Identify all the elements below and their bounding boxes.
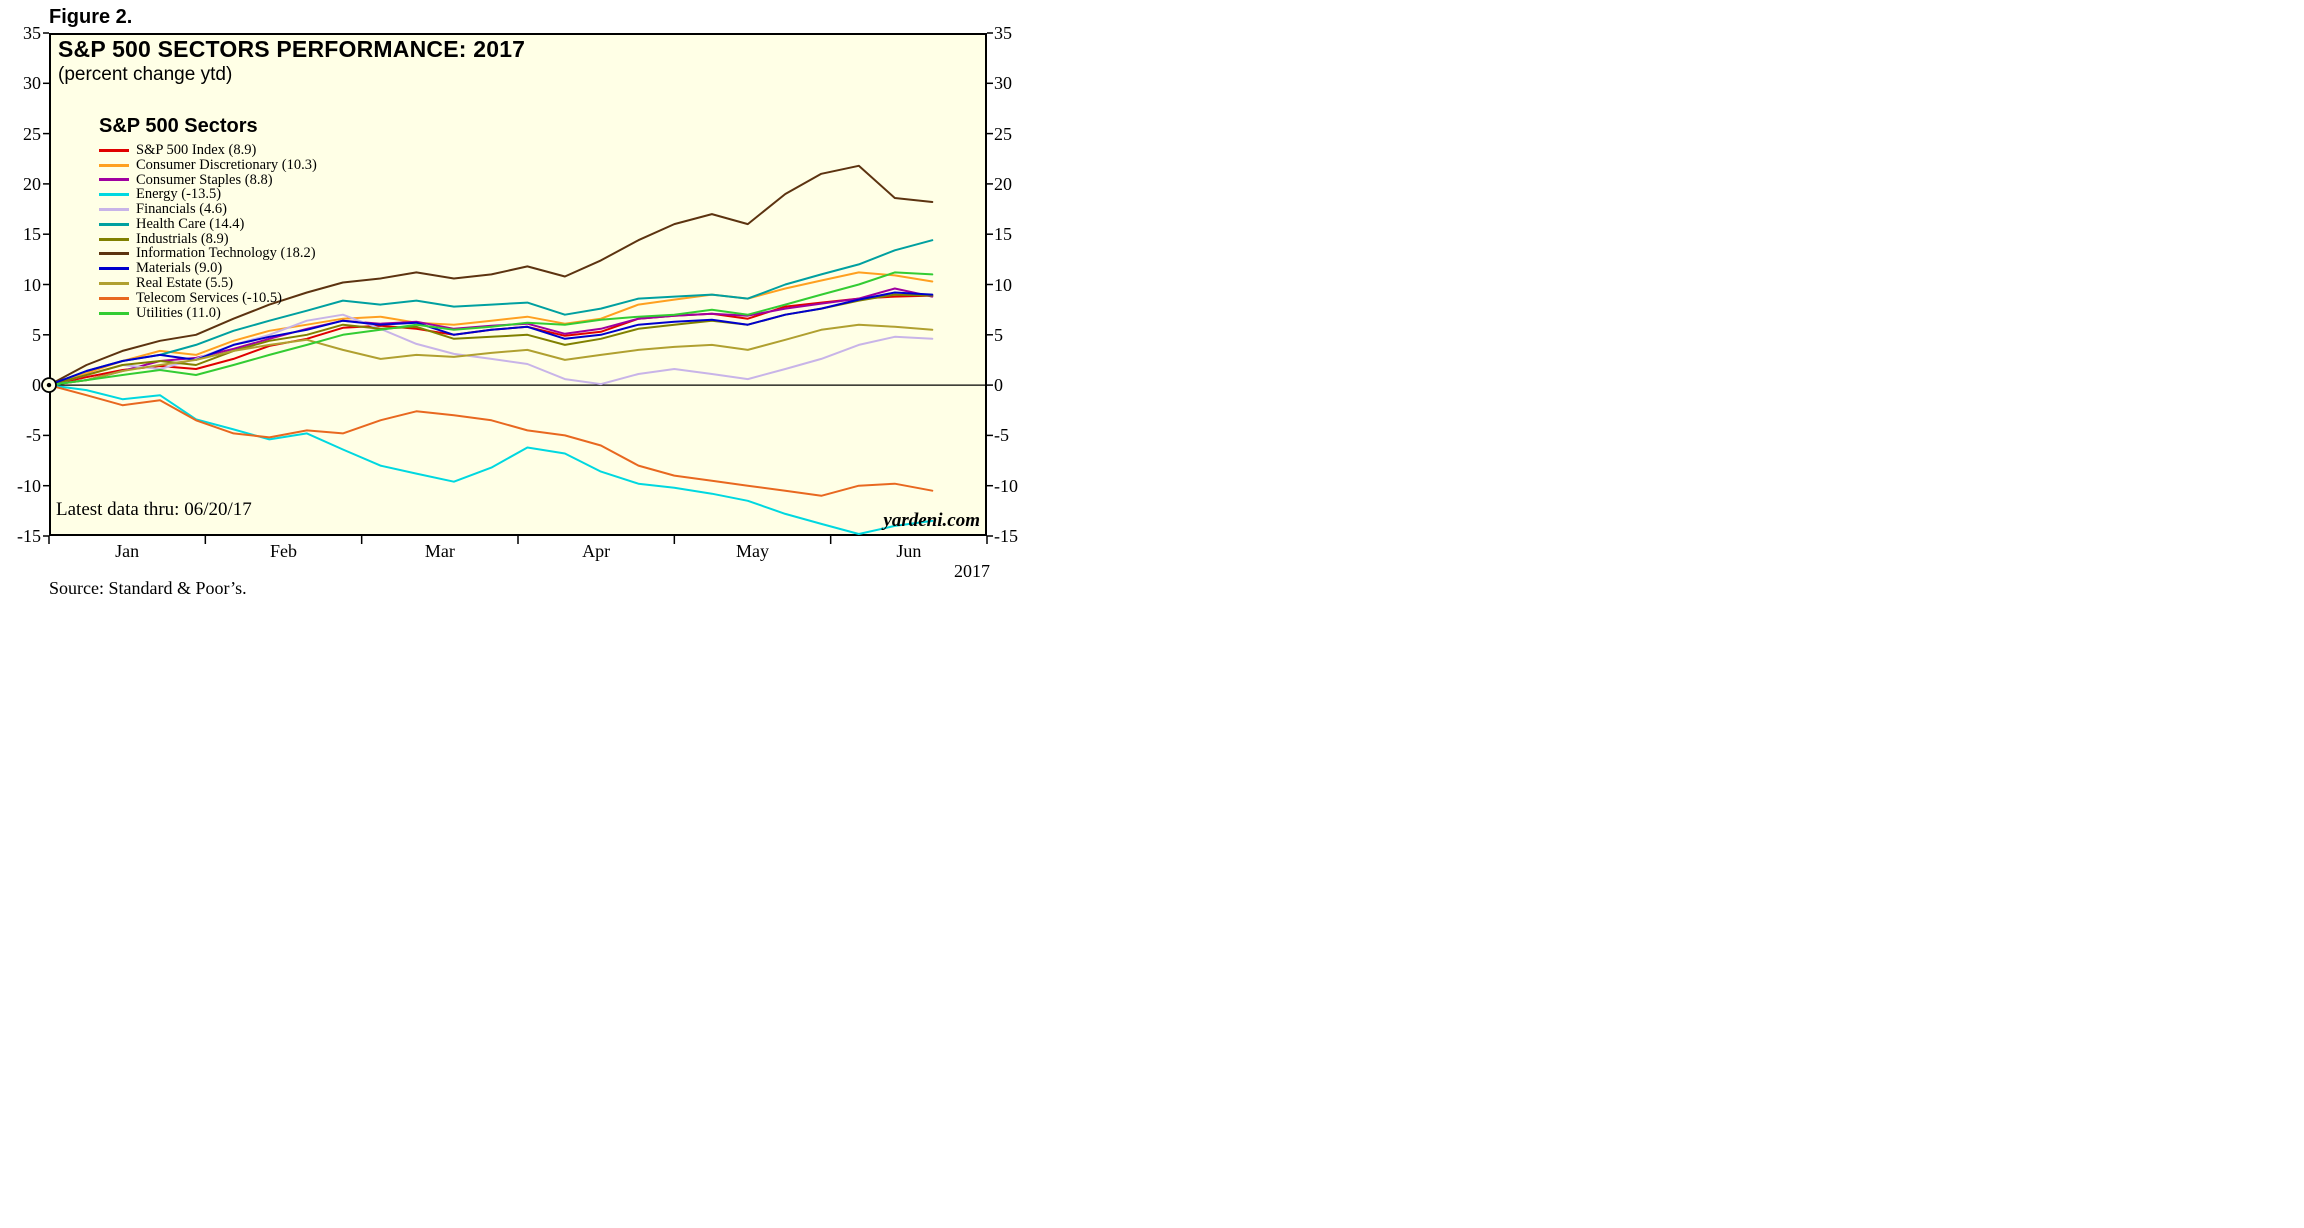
y-axis-tick-label: -10: [994, 475, 1018, 496]
y-axis-labels-right: 35 30 25 20 15 10 5 0 -5 -10 -15: [994, 23, 1054, 546]
series-line-industrials: [48, 293, 934, 387]
source-note: Source: Standard & Poor’s.: [49, 578, 247, 598]
y-axis-tick-label: 5: [32, 324, 41, 345]
series-line-information-technology: [48, 164, 934, 387]
month-label: Jun: [896, 541, 922, 561]
y-axis-tick-label: 20: [23, 173, 41, 194]
y-axis-labels-left: 35 30 25 20 15 10 5 0 -5 -10 -15: [4, 23, 41, 546]
y-axis-tick-label: 10: [23, 274, 41, 295]
series-line-telecom-services: [48, 384, 934, 497]
y-axis-tick-label: 30: [23, 73, 41, 94]
y-axis-tick-label: -5: [994, 425, 1009, 446]
month-label: Apr: [582, 541, 611, 561]
y-axis-tick-label: 35: [23, 23, 41, 43]
month-label: Jan: [115, 541, 140, 561]
y-axis-tick-label: -10: [17, 475, 41, 496]
x-axis-month-labels: Jan Feb Mar Apr May Jun: [49, 541, 987, 563]
month-label: Mar: [424, 541, 455, 561]
y-axis-tick-label: 5: [994, 324, 1003, 345]
y-axis-tick-label: 35: [994, 23, 1012, 43]
plot-canvas: [41, 32, 993, 544]
year-label: 2017: [954, 561, 990, 581]
y-axis-tick-label: -15: [994, 526, 1018, 546]
y-axis-tick-label: -15: [17, 526, 41, 546]
origin-marker-dot: [46, 382, 52, 388]
y-axis-tick-label: 25: [994, 123, 1012, 144]
figure-label: Figure 2.: [49, 6, 133, 28]
y-axis-tick-label: 15: [23, 224, 41, 245]
series-line-s-p-500-index: [48, 294, 934, 387]
y-axis-tick-label: 20: [994, 173, 1012, 194]
y-axis-tick-label: 25: [23, 123, 41, 144]
series-line-health-care: [48, 239, 934, 387]
y-axis-tick-label: 10: [994, 274, 1012, 295]
series-line-utilities: [48, 271, 934, 387]
y-axis-tick-label: 0: [994, 375, 1003, 396]
y-axis-tick-label: 30: [994, 73, 1012, 94]
month-label: Feb: [270, 541, 297, 561]
y-axis-tick-label: 0: [32, 375, 41, 396]
y-axis-tick-label: -5: [26, 425, 41, 446]
series-line-consumer-discretionary: [48, 271, 934, 387]
y-axis-tick-label: 15: [994, 224, 1012, 245]
series-line-real-estate: [48, 323, 934, 387]
month-label: May: [736, 541, 769, 561]
series-line-energy: [48, 384, 934, 535]
